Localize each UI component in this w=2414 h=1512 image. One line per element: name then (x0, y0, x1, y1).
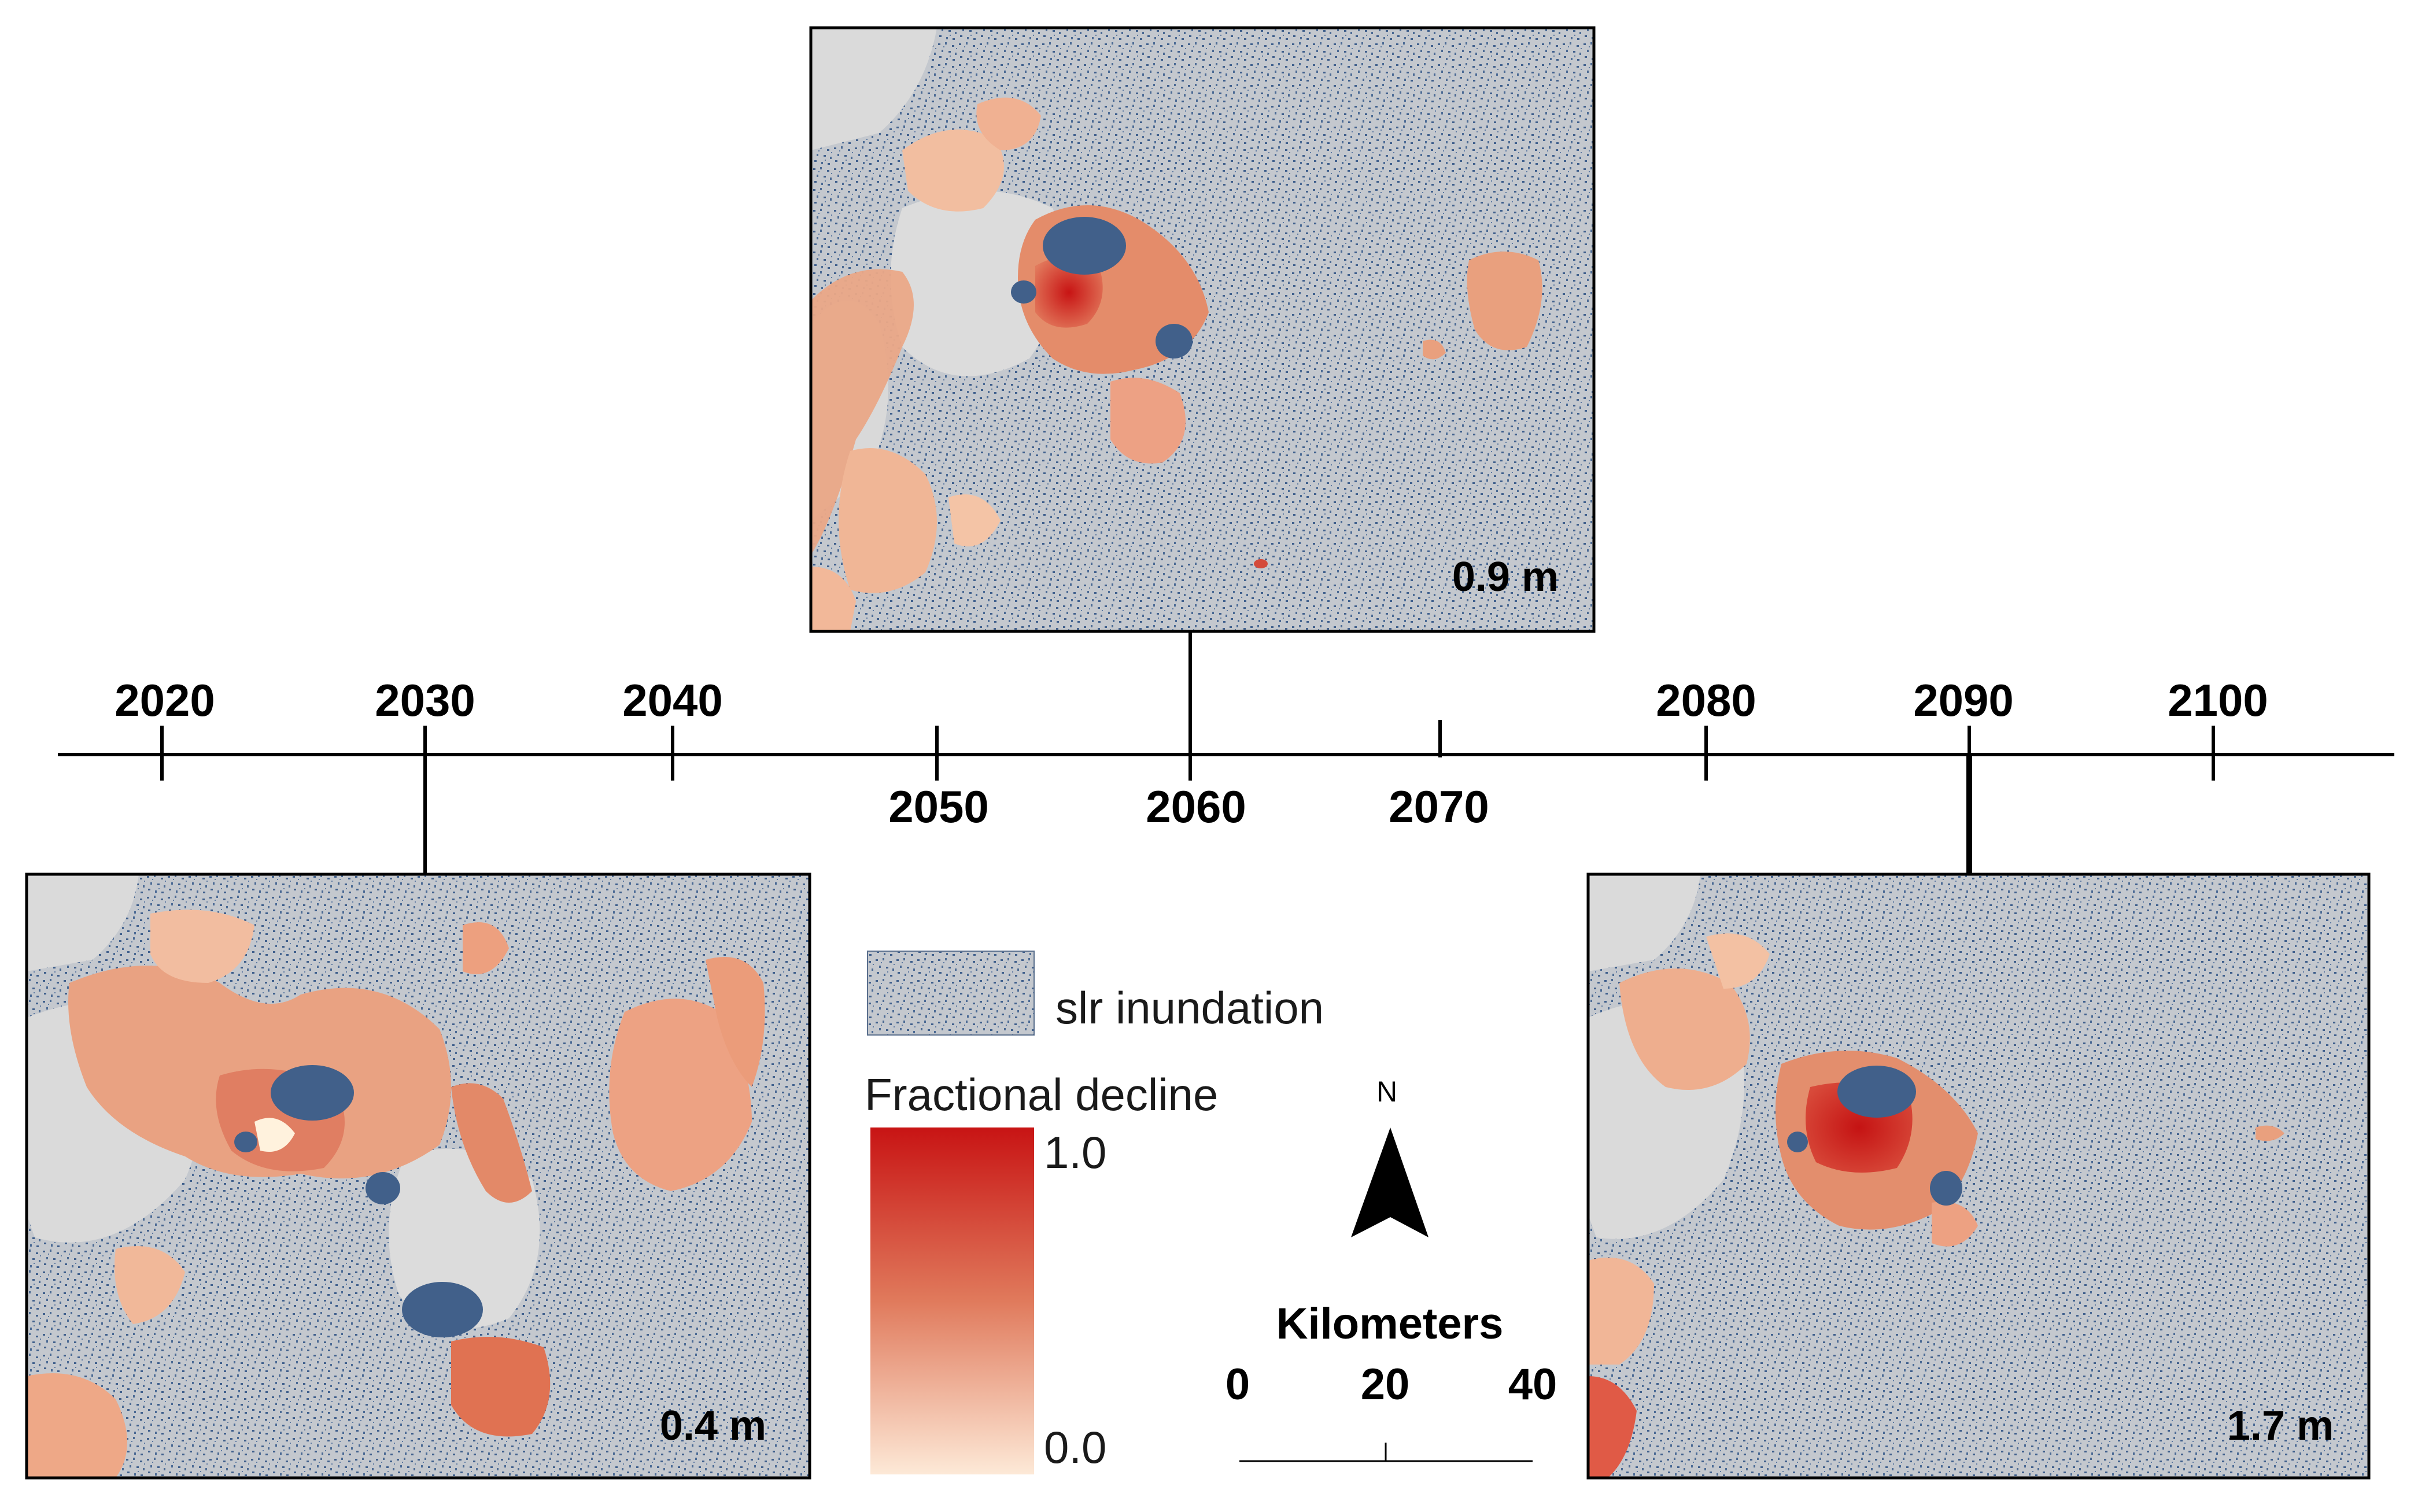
decline-patch (902, 130, 1004, 212)
map-panel-1-7m: 1.7 m (1586, 873, 2371, 1480)
decline-patch (1706, 933, 1770, 989)
decline-patch (1932, 1202, 1978, 1247)
year-label-2020: 2020 (115, 675, 215, 726)
north-arrow-right-half (1390, 1127, 1429, 1237)
decline-patch (1254, 559, 1268, 568)
lake (1156, 324, 1193, 358)
ramp-min-label: 0.0 (1044, 1422, 1106, 1473)
land-area (1588, 874, 1700, 971)
decline-patch (1588, 1376, 1637, 1478)
decline-patch (1619, 968, 1750, 1090)
decline-patch (811, 567, 856, 631)
land-area (27, 874, 139, 971)
scale-title: Kilometers (1276, 1299, 1504, 1348)
decline-patch (2256, 1125, 2284, 1141)
lake (234, 1132, 257, 1152)
map-label-0-9m: 0.9 m (1452, 554, 1559, 600)
map-panel-0-4m: 0.4 m (25, 873, 811, 1480)
map-panel-0-9m: 0.9 m (809, 26, 1596, 633)
lake (366, 1172, 400, 1204)
decline-patch (1110, 378, 1186, 464)
lake (271, 1065, 354, 1121)
decline-patch (463, 922, 509, 974)
map-frame (809, 26, 1596, 633)
year-label-2090: 2090 (1913, 675, 2014, 726)
land-area (811, 28, 937, 150)
lake (1043, 217, 1126, 275)
decline-patch (115, 1246, 185, 1324)
year-label-2100: 2100 (2168, 675, 2268, 726)
lake (1837, 1066, 1916, 1118)
year-label-2060: 2060 (1146, 781, 1246, 832)
map-label-0-4m: 0.4 m (660, 1403, 766, 1449)
decline-patch (1588, 1258, 1654, 1365)
decline-color-ramp (870, 1127, 1034, 1474)
land-area (891, 191, 1066, 376)
north-arrow-left-half (1351, 1127, 1390, 1237)
timeline: 2020 2030 2040 2080 2090 2100 2050 2060 … (58, 631, 2394, 874)
year-label-2030: 2030 (375, 675, 475, 726)
decline-patch (150, 910, 254, 983)
legend: slr inundation Fractional decline 1.0 0.… (865, 951, 1324, 1474)
map-frame (25, 873, 811, 1480)
decline-patch (976, 97, 1041, 150)
lake (402, 1282, 483, 1337)
year-label-2050: 2050 (888, 781, 989, 832)
lake (1011, 280, 1036, 304)
north-label: N (1376, 1075, 1397, 1108)
decline-patch (27, 1373, 127, 1478)
ramp-max-label: 1.0 (1044, 1127, 1106, 1178)
decline-patch (254, 1118, 295, 1152)
lake (1930, 1171, 1962, 1206)
inundation-label: slr inundation (1055, 982, 1324, 1033)
scale-tick-0: 0 (1226, 1360, 1250, 1409)
scale-tick-20: 20 (1361, 1360, 1410, 1409)
decline-patch (609, 999, 752, 1191)
north-arrow-icon: N (1351, 1075, 1429, 1237)
scale-tick-40: 40 (1508, 1360, 1557, 1409)
decline-patch (811, 269, 914, 555)
decline-patch (706, 957, 765, 1087)
year-label-2080: 2080 (1656, 675, 1756, 726)
year-label-2070: 2070 (1389, 781, 1489, 832)
decline-patch (1467, 252, 1542, 350)
decline-patch (948, 494, 1001, 546)
map-frame (1586, 873, 2371, 1480)
map-label-1-7m: 1.7 m (2227, 1403, 2334, 1449)
lake (1787, 1132, 1808, 1152)
decline-hotspot (1035, 257, 1103, 328)
decline-patch (1423, 339, 1446, 360)
decline-patch (839, 448, 937, 593)
decline-patch (451, 1337, 551, 1437)
scale-bar: Kilometers 0 20 40 (1226, 1299, 1557, 1462)
decline-title: Fractional decline (865, 1069, 1218, 1120)
inundation-swatch (867, 951, 1035, 1036)
decline-patch (451, 1083, 532, 1203)
year-label-2040: 2040 (622, 675, 723, 726)
